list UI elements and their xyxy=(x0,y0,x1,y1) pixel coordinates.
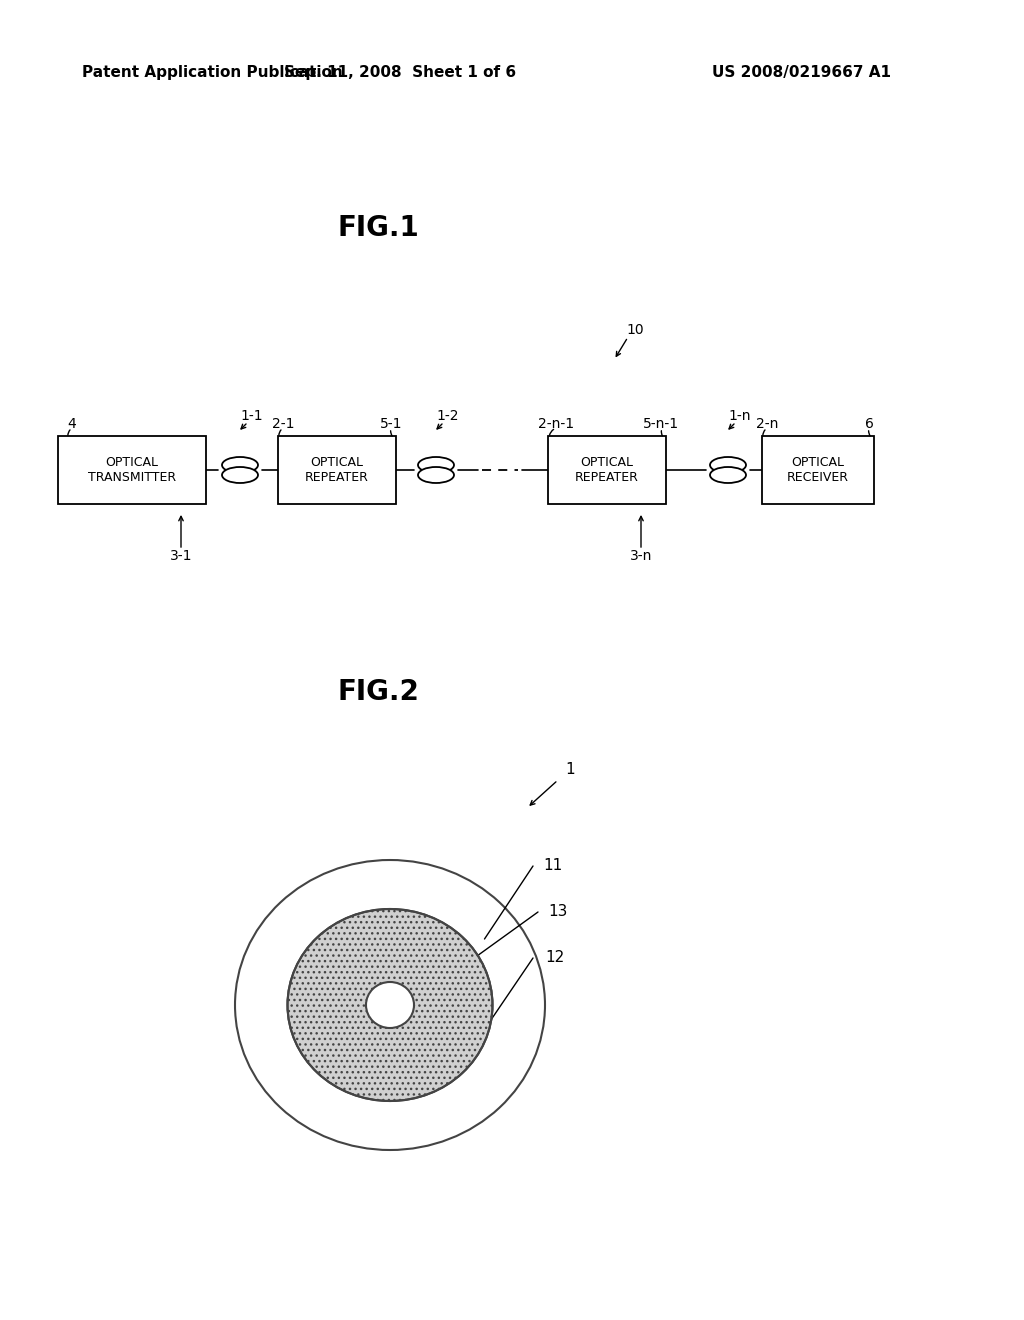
Text: 1-2: 1-2 xyxy=(437,409,459,422)
Text: 1-n: 1-n xyxy=(729,409,752,422)
Ellipse shape xyxy=(710,467,746,483)
Ellipse shape xyxy=(288,909,493,1101)
Text: Sep. 11, 2008  Sheet 1 of 6: Sep. 11, 2008 Sheet 1 of 6 xyxy=(284,65,516,79)
Text: FIG.1: FIG.1 xyxy=(337,214,419,242)
Text: Patent Application Publication: Patent Application Publication xyxy=(82,65,343,79)
Text: US 2008/0219667 A1: US 2008/0219667 A1 xyxy=(712,65,891,79)
Ellipse shape xyxy=(418,467,454,483)
Text: 11: 11 xyxy=(544,858,562,874)
Text: 2-n-1: 2-n-1 xyxy=(538,417,574,432)
Ellipse shape xyxy=(222,467,258,483)
Ellipse shape xyxy=(222,457,258,473)
Bar xyxy=(548,436,666,504)
Text: 1: 1 xyxy=(565,763,574,777)
Text: 5-n-1: 5-n-1 xyxy=(643,417,679,432)
Text: OPTICAL
REPEATER: OPTICAL REPEATER xyxy=(305,455,369,484)
Text: 3-1: 3-1 xyxy=(170,549,193,564)
Ellipse shape xyxy=(366,982,414,1028)
Text: 13: 13 xyxy=(548,904,567,920)
Text: 1-1: 1-1 xyxy=(241,409,263,422)
Text: 5-1: 5-1 xyxy=(380,417,402,432)
Text: 3-n: 3-n xyxy=(630,549,652,564)
Ellipse shape xyxy=(710,457,746,473)
Ellipse shape xyxy=(234,861,545,1150)
Text: 10: 10 xyxy=(627,323,644,337)
Bar xyxy=(762,436,874,504)
Text: OPTICAL
TRANSMITTER: OPTICAL TRANSMITTER xyxy=(88,455,176,484)
Text: 2-1: 2-1 xyxy=(271,417,294,432)
Text: 4: 4 xyxy=(68,417,77,432)
Text: FIG.2: FIG.2 xyxy=(337,678,419,706)
Text: 6: 6 xyxy=(864,417,873,432)
Text: 12: 12 xyxy=(546,950,564,965)
Bar xyxy=(58,436,206,504)
Text: OPTICAL
REPEATER: OPTICAL REPEATER xyxy=(575,455,639,484)
Text: OPTICAL
RECEIVER: OPTICAL RECEIVER xyxy=(787,455,849,484)
Bar xyxy=(278,436,396,504)
Text: 2-n: 2-n xyxy=(756,417,778,432)
Ellipse shape xyxy=(418,457,454,473)
